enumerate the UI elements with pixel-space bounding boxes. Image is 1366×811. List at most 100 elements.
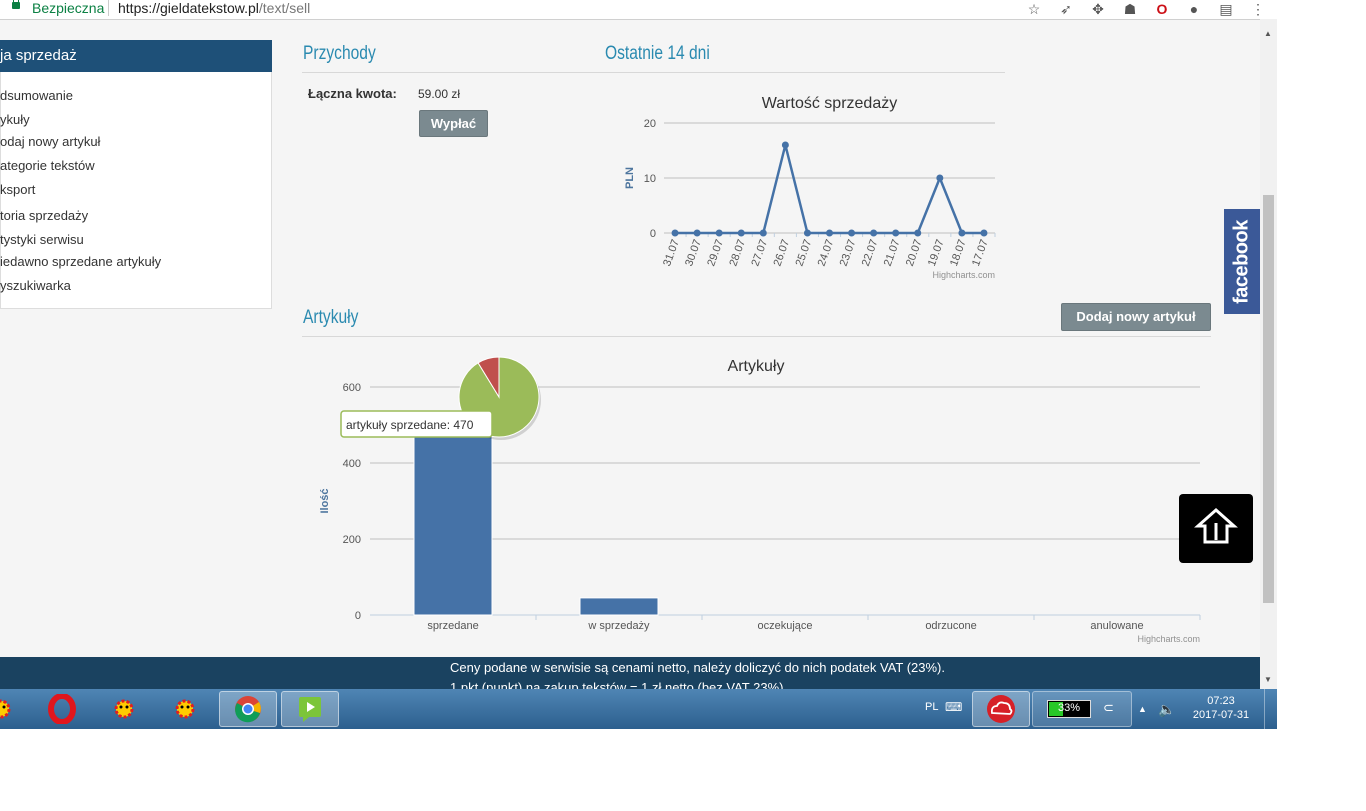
y-tick-label: 10 — [644, 173, 656, 185]
x-tick-label: 29.07 — [705, 238, 726, 268]
taskbar-cloud-app[interactable] — [972, 691, 1030, 727]
url-host: https://gieldatekstow.pl — [118, 0, 259, 16]
chart-title: Wartość sprzedaży — [762, 95, 897, 112]
data-point — [737, 229, 745, 237]
lock-icon — [12, 0, 20, 9]
robot-extension-icon[interactable]: ☗ — [1123, 0, 1137, 17]
data-point — [693, 229, 701, 237]
address-bar[interactable]: Bezpieczna https://gieldatekstow.pl/text… — [0, 0, 1277, 20]
taskbar-sun-app-3[interactable] — [156, 691, 214, 727]
x-tick-label: 24.07 — [816, 238, 837, 268]
footer-vat-note: Ceny podane w serwisie są cenami netto, … — [450, 660, 945, 675]
download-extension-icon[interactable]: ● — [1189, 1, 1199, 17]
chart-credits: Highcharts.com — [1137, 634, 1200, 644]
star-icon[interactable]: ☆ — [1027, 0, 1041, 17]
data-point — [914, 229, 922, 237]
sidebar-title: ja sprzedaż — [0, 47, 77, 64]
add-article-button[interactable]: Dodaj nowy artykuł — [1061, 303, 1211, 331]
x-tick-label: oczekujące — [757, 620, 812, 632]
sidebar-item-statistics[interactable]: tystyki serwisu — [0, 232, 84, 247]
x-tick-label: sprzedane — [427, 620, 478, 632]
sidebar-item-recently-sold[interactable]: iedawno sprzedane artykuły — [0, 254, 162, 269]
language-indicator[interactable]: PL — [925, 701, 939, 713]
divider — [302, 336, 1211, 337]
data-point — [759, 229, 767, 237]
sidebar-item-add-article[interactable]: odaj nowy artykuł — [0, 134, 101, 149]
scroll-top-button[interactable] — [1179, 494, 1253, 563]
puzzle-extension-icon[interactable]: ✥ — [1092, 0, 1104, 17]
data-point — [870, 229, 878, 237]
url-text[interactable]: https://gieldatekstow.pl/text/sell — [118, 0, 310, 16]
scroll-up-arrow[interactable]: ▲ — [1264, 29, 1272, 38]
x-tick-label: 19.07 — [926, 238, 947, 268]
volume-icon[interactable]: 🔈 — [1158, 701, 1176, 717]
taskbar-opera[interactable] — [33, 691, 91, 727]
bar — [413, 435, 493, 616]
taskbar-media-app[interactable] — [281, 691, 339, 727]
x-tick-label: odrzucone — [925, 620, 976, 632]
menu-icon[interactable]: ⋮ — [1251, 0, 1265, 17]
total-value: 59.00 zł — [418, 87, 461, 101]
battery-fill — [1049, 702, 1063, 716]
arrow-up-icon — [1194, 507, 1238, 544]
sidebar-item-search[interactable]: yszukiwarka — [0, 278, 71, 293]
tooltip-text: artykuły sprzedane: 470 — [346, 418, 474, 432]
opera-icon — [48, 694, 76, 724]
y-tick-label: 0 — [650, 228, 656, 240]
y-axis-label: PLN — [624, 167, 636, 189]
keyboard-icon[interactable]: ⌨ — [945, 700, 963, 714]
facebook-tab[interactable]: facebook — [1224, 209, 1260, 314]
scrollbar-thumb[interactable] — [1263, 195, 1274, 603]
show-hidden-icons[interactable]: ▲ — [1138, 704, 1147, 714]
sidebar-menu — [0, 72, 272, 309]
clock[interactable]: 07:23 2017-07-31 — [1192, 695, 1250, 729]
x-tick-label: 25.07 — [794, 238, 815, 268]
show-desktop-button[interactable] — [1264, 689, 1277, 729]
battery-widget[interactable]: 33% ⊂ — [1032, 691, 1132, 727]
x-tick-label: 31.07 — [661, 238, 682, 268]
scroll-down-arrow[interactable]: ▼ — [1264, 675, 1272, 684]
taskbar-sun-app-2[interactable] — [95, 691, 153, 727]
data-point — [803, 229, 811, 237]
sidebar-item-categories[interactable]: ategorie tekstów — [0, 158, 95, 173]
y-tick-label: 0 — [355, 610, 361, 622]
rocket-extension-icon[interactable]: ➶ — [1060, 0, 1072, 17]
data-point — [826, 229, 833, 237]
toolbar-icons: ☆ ➶ ✥ ☗ O ● ▤ ⋮ — [1023, 0, 1269, 18]
cloud-icon — [987, 695, 1015, 723]
x-tick-label: 26.07 — [771, 238, 792, 268]
sidebar-item-sales-history[interactable]: toria sprzedaży — [0, 208, 89, 223]
footer: Ceny podane w serwisie są cenami netto, … — [0, 657, 1260, 689]
sales-value-chart: Wartość sprzedaży 0 10 20 PLN 31.07 30.07 29.07… — [624, 95, 996, 280]
withdraw-button[interactable]: Wypłać — [419, 110, 488, 137]
clock-date: 2017-07-31 — [1192, 709, 1250, 721]
sidebar-item-podsumowanie[interactable]: dsumowanie — [0, 88, 73, 103]
divider — [108, 0, 109, 16]
footer-points-note: 1 pkt (punkt) na zakup tekstów = 1 zł ne… — [450, 680, 784, 689]
facebook-label: facebook — [1230, 219, 1253, 304]
x-tick-label: 23.07 — [838, 238, 859, 268]
bar — [579, 597, 659, 616]
tooltip-box — [340, 410, 493, 438]
data-point — [848, 229, 856, 237]
taskbar-chrome[interactable] — [219, 691, 277, 727]
data-point — [715, 229, 723, 237]
x-tick-label: 21.07 — [882, 238, 903, 268]
revenue-title: Przychody — [303, 43, 376, 64]
data-point — [980, 229, 988, 237]
x-tick-label: 27.07 — [749, 238, 770, 268]
taskbar-sun-app-1[interactable] — [0, 691, 30, 727]
sidebar-item-artykuly[interactable]: ykuły — [0, 112, 30, 127]
page-scrollbar[interactable]: ▲ ▼ — [1260, 19, 1277, 689]
sidebar-item-export[interactable]: ksport — [0, 182, 36, 197]
url-path: /text/sell — [258, 0, 311, 16]
x-tick-label: 17.07 — [970, 238, 991, 268]
chart-title: Artykuły — [728, 358, 785, 375]
articles-chart: Artykuły 0 200 400 600 Ilość sprzedane w sprzed… — [319, 356, 1201, 644]
windows-taskbar: PL ⌨ 33% ⊂ ▲ 🔈 07:23 2017-07-31 — [0, 689, 1277, 729]
battery-icon: 33% — [1047, 700, 1091, 718]
sun-icon — [0, 699, 11, 719]
opera-icon[interactable]: O — [1156, 1, 1168, 17]
series-line — [675, 144, 984, 235]
document-extension-icon[interactable]: ▤ — [1219, 0, 1233, 17]
